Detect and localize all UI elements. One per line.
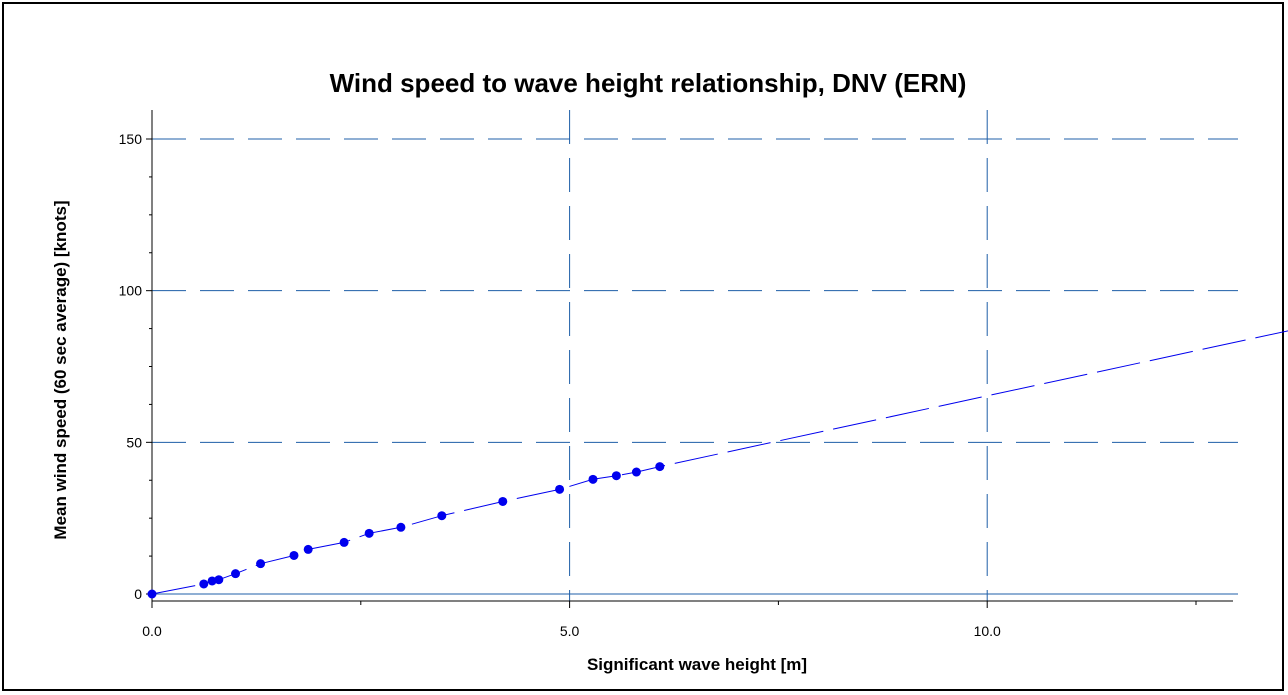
- series-layer: [147, 330, 1288, 599]
- data-point: [655, 462, 665, 472]
- chart-title: Wind speed to wave height relationship, …: [330, 68, 967, 98]
- data-point: [339, 537, 349, 547]
- data-point: [396, 522, 406, 532]
- y-tick-label: 0: [134, 586, 142, 602]
- data-point: [631, 467, 641, 477]
- data-point: [289, 550, 299, 560]
- y-tick-label: 100: [119, 283, 143, 299]
- x-tick-label: 10.0: [974, 623, 1001, 639]
- data-point: [199, 579, 209, 589]
- data-point: [147, 589, 157, 599]
- grid-layer: [152, 110, 1238, 601]
- data-point: [611, 471, 621, 481]
- data-point: [498, 496, 508, 506]
- data-point: [207, 576, 217, 586]
- data-point: [437, 511, 447, 521]
- y-tick-label: 50: [126, 434, 142, 450]
- data-point: [231, 569, 241, 579]
- data-point: [364, 528, 374, 538]
- data-point: [214, 575, 224, 585]
- data-point: [256, 559, 266, 569]
- data-point: [588, 474, 598, 484]
- series-line: [151, 330, 1288, 595]
- y-tick-label: 150: [119, 131, 143, 147]
- data-point: [555, 484, 565, 494]
- y-axis-label: Mean wind speed (60 sec average) [knots]: [51, 200, 70, 539]
- x-tick-label: 0.0: [142, 623, 162, 639]
- data-point: [303, 544, 313, 554]
- x-axis-label: Significant wave height [m]: [587, 655, 807, 674]
- x-tick-label: 5.0: [560, 623, 580, 639]
